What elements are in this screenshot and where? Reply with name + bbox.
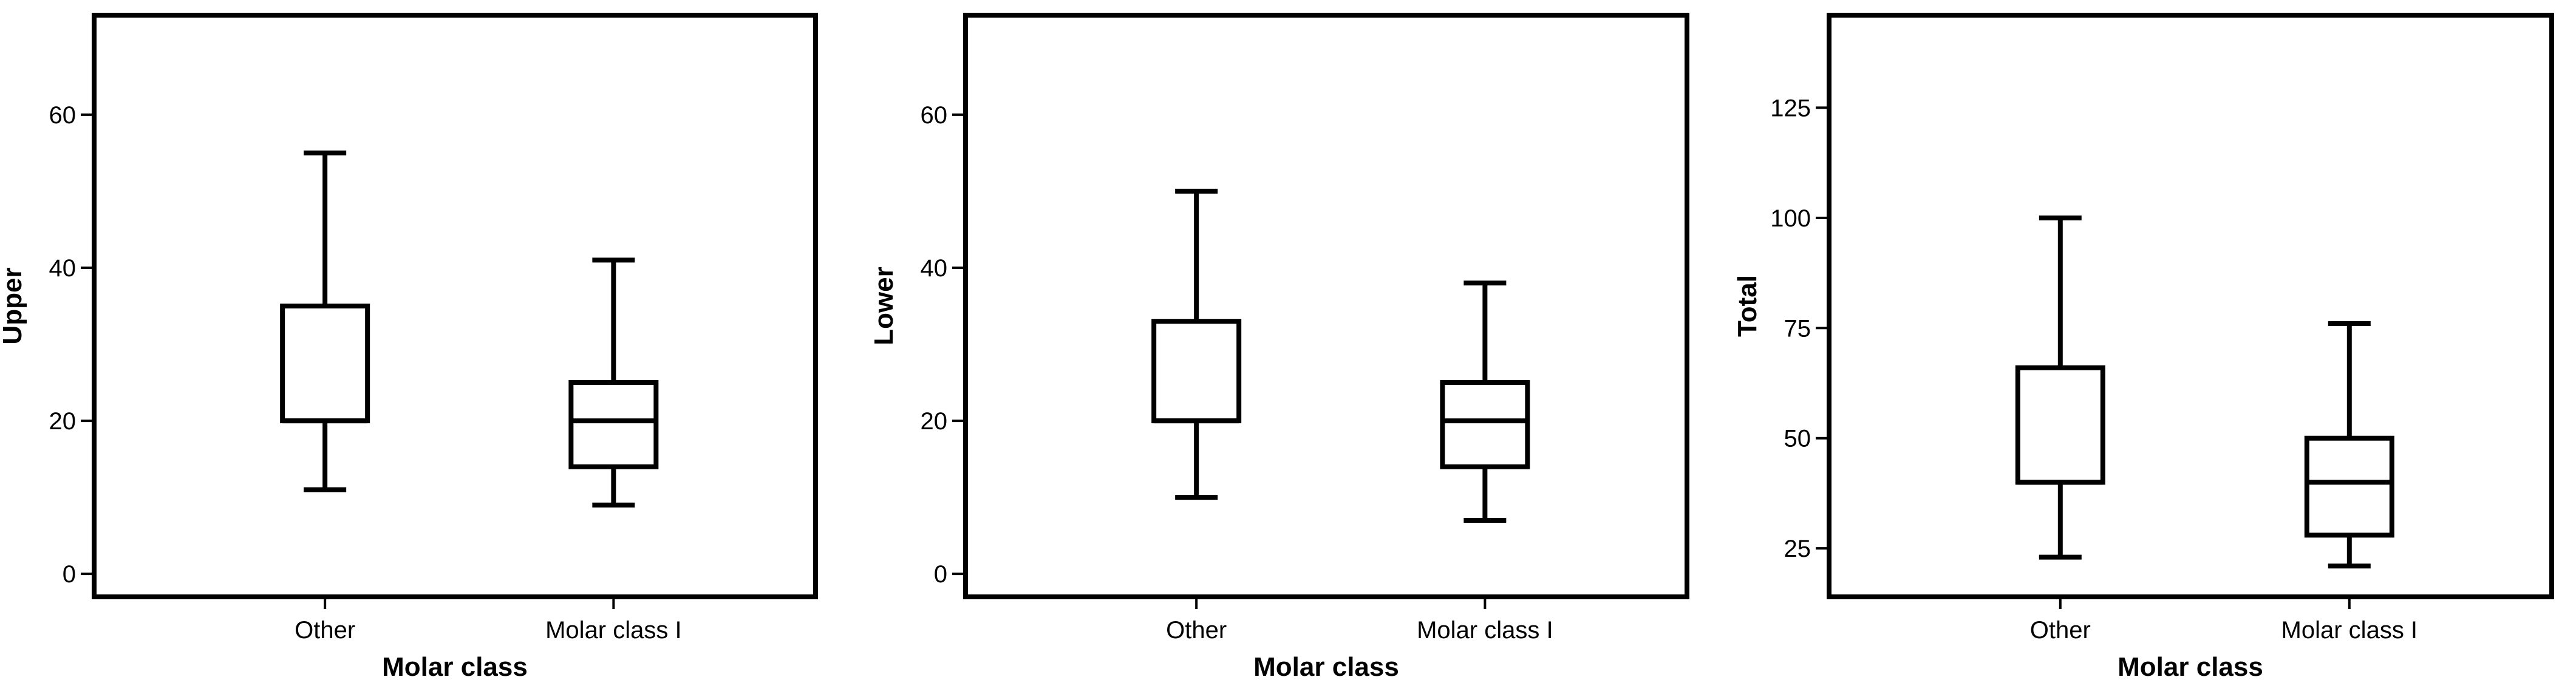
x-axis-title: Molar class [1253,652,1399,682]
y-tick-label: 20 [49,408,77,435]
box-other [1151,188,1242,500]
y-tick-label: 0 [63,561,76,588]
y-tick-label: 40 [921,255,948,282]
chart-panel-3: 25 50 75 100 125 Total Molar class Other Molar c… [1733,13,2554,682]
y-tick-label: 60 [921,102,948,129]
y-axis-title: Lower [869,267,899,345]
y-tick-label: 100 [1770,205,1811,232]
y-tick-label: 125 [1770,95,1811,121]
y-tick-label: 20 [921,408,948,435]
plot-frame [1827,13,2554,599]
y-axis-title: Total [1733,275,1762,337]
x-tick-label: Molar class I [545,617,682,644]
x-tick-label: Other [295,617,355,644]
iqr-box [1151,319,1242,424]
x-tick-label: Molar class I [1417,617,1553,644]
box-other [2015,215,2105,560]
chart-panel-1: 0 20 40 60 Upper Molar class Other Molar class … [0,13,818,682]
x-axis-title: Molar class [382,652,528,682]
y-tick-label: 25 [1784,536,1811,562]
plot-frame [963,13,1689,599]
y-axis-title: Upper [0,267,27,344]
y-tick-label: 75 [1784,315,1811,342]
box-molar-class-i [568,257,659,508]
y-tick-label: 0 [934,561,947,588]
box-molar-class-i [2304,321,2394,569]
box-other [280,150,370,492]
iqr-box [2304,435,2394,538]
box-molar-class-i [1440,281,1530,523]
iqr-box [568,380,659,469]
plot-frame [92,13,818,599]
x-tick-label: Other [2030,617,2091,644]
y-tick-label: 50 [1784,426,1811,452]
chart-panel-2: 0 20 40 60 Lower Molar class Other Molar class … [869,13,1689,682]
iqr-box [2015,365,2105,485]
x-tick-label: Other [1166,617,1227,644]
y-tick-label: 40 [49,255,77,282]
iqr-box [1440,380,1530,469]
iqr-box [280,304,370,424]
x-axis-title: Molar class [2118,652,2263,682]
x-tick-label: Molar class I [2281,617,2418,644]
y-tick-label: 60 [49,102,77,129]
